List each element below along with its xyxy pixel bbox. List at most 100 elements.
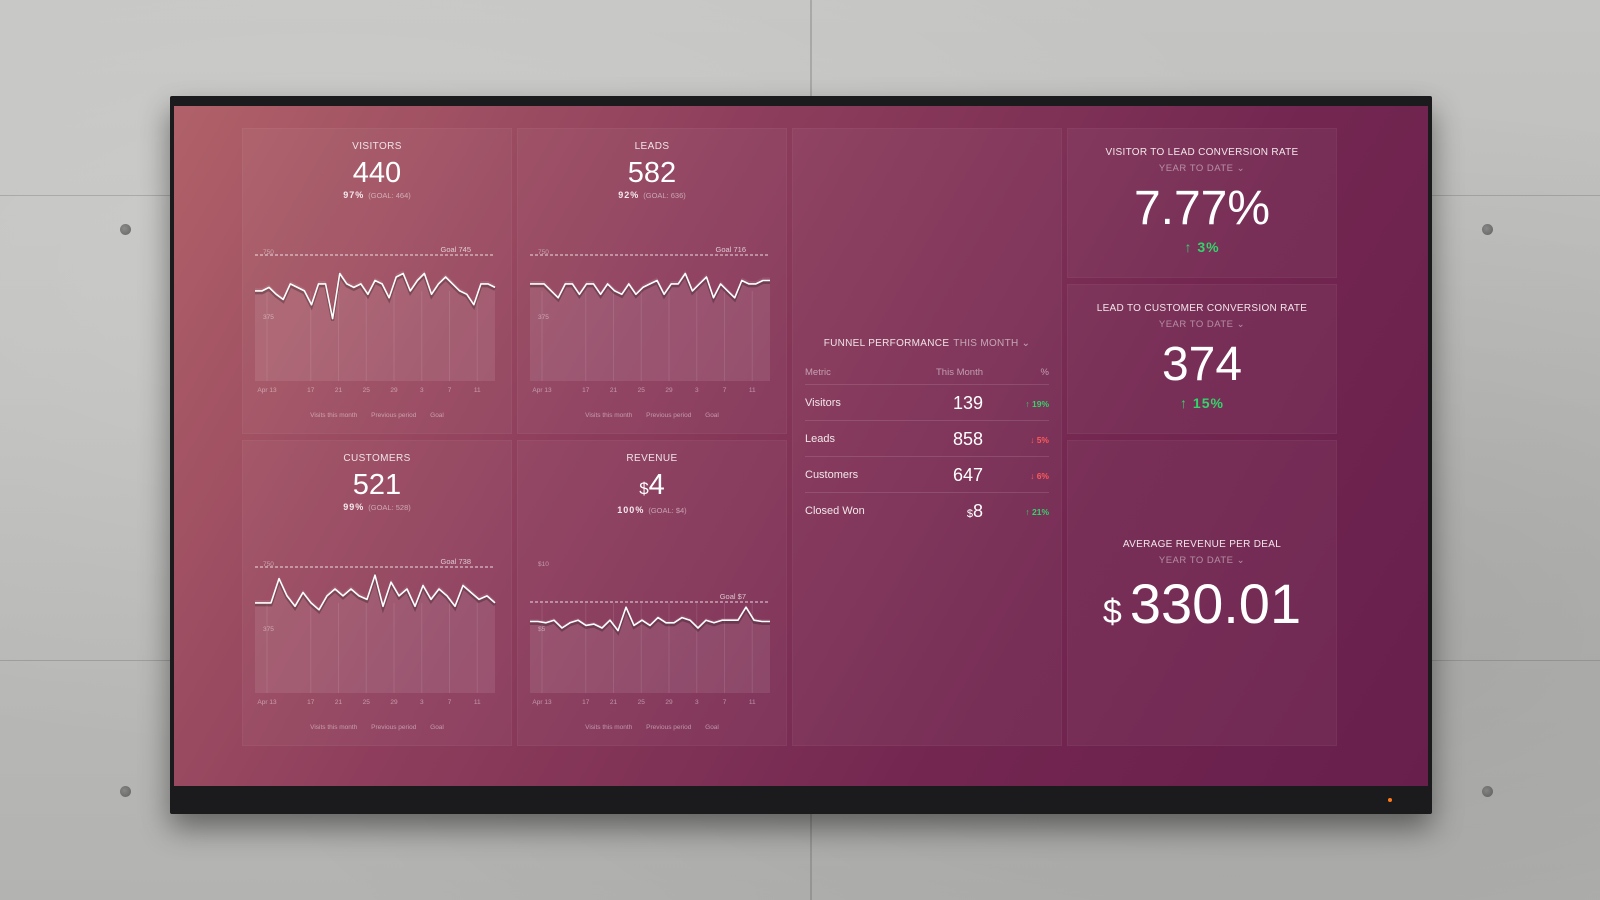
x-tick-label: 17 [307, 387, 315, 394]
series-line [255, 574, 496, 611]
series-line [530, 272, 770, 299]
revenue-currency: $ [639, 479, 649, 498]
row-value: 858 [952, 429, 983, 449]
x-tick-label: Apr 13 [532, 387, 552, 394]
visitors-sparkline: Apr 13 17 21 25 29 3 7 11 750 375 Goal 745 [255, 245, 496, 394]
arpd-title: AVERAGE REVENUE PER DEAL [1122, 539, 1282, 550]
customers-percent: 99% [343, 502, 365, 512]
l2c-change: ↑ 15% [1180, 395, 1224, 411]
row-value: 139 [952, 393, 983, 413]
wall-bolt [1482, 786, 1493, 797]
funnel-title: FUNNEL PERFORMANCE THIS MONTH ⌄ [793, 338, 1061, 349]
arpd-period-dropdown[interactable]: YEAR TO DATE ⌄ [1158, 555, 1246, 566]
x-tick-label: 11 [474, 699, 481, 706]
power-led [1388, 798, 1392, 802]
leads-goal-progress: 92% (GOAL: 636) [518, 190, 786, 200]
customers-tile[interactable]: CUSTOMERS 521 99% (GOAL: 528) Apr 13 17 21 2… [242, 440, 512, 746]
header-metric: Metric [805, 367, 831, 378]
table-row: Leads 858 ↓ 5% [805, 421, 1049, 457]
row-currency: $ [966, 508, 973, 520]
x-tick-label: 29 [390, 699, 398, 706]
x-tick-label: 3 [695, 387, 699, 394]
x-tick-label: 3 [695, 699, 699, 706]
funnel-performance-tile[interactable]: FUNNEL PERFORMANCE THIS MONTH ⌄ Metric Th… [792, 128, 1062, 746]
previous-period-area [255, 270, 495, 381]
table-row: Visitors 139 ↑ 19% [805, 385, 1049, 421]
funnel-period: THIS MONTH [953, 338, 1019, 349]
leads-sparkline: Apr 13 17 21 25 29 3 7 11 750 375 Goal 716 [530, 245, 770, 394]
x-tick-label: 11 [749, 699, 756, 706]
x-tick-label: 17 [582, 387, 590, 394]
series-line [530, 606, 770, 632]
funnel-title-text: FUNNEL PERFORMANCE [823, 338, 950, 349]
previous-period-area [255, 571, 495, 693]
visitors-goal-text: (GOAL: 464) [368, 191, 411, 200]
visitors-tile[interactable]: VISITORS 440 97% (GOAL: 464) Apr 13 17 21 25… [242, 128, 512, 434]
leads-tile[interactable]: LEADS 582 92% (GOAL: 636) Apr 13 17 21 25 29 3… [517, 128, 787, 434]
header-pct: % [1040, 367, 1049, 378]
arpd-value-wrap: $330.01 [1068, 571, 1336, 636]
average-revenue-tile[interactable]: AVERAGE REVENUE PER DEAL YEAR TO DATE ⌄ … [1067, 440, 1337, 746]
x-tick-label: 29 [390, 387, 398, 394]
leads-goal-text: (GOAL: 636) [643, 191, 686, 200]
customers-sparkline: Apr 13 17 21 25 29 3 7 11 750 375 Goal 738 [255, 557, 496, 706]
legend-prev: Previous period [646, 724, 692, 731]
lead-to-customer-tile[interactable]: LEAD TO CUSTOMER CONVERSION RATE YEAR TO… [1067, 284, 1337, 434]
y-tick-label: 375 [538, 314, 549, 321]
row-metric: Visitors [805, 397, 841, 409]
row-metric: Customers [805, 469, 859, 481]
x-tick-label: 7 [448, 387, 452, 394]
x-tick-label: 7 [723, 699, 727, 706]
y-tick-label: $5 [538, 626, 546, 633]
x-tick-label: 7 [448, 699, 452, 706]
row-value: 647 [952, 465, 983, 485]
x-tick-label: 21 [610, 387, 618, 394]
table-row: Closed Won $8 ↑ 21% [805, 493, 1049, 529]
revenue-value-wrap: $4 [518, 469, 786, 502]
revenue-percent: 100% [617, 505, 645, 515]
l2c-period-dropdown[interactable]: YEAR TO DATE ⌄ [1158, 319, 1246, 330]
customers-goal-text: (GOAL: 528) [368, 503, 411, 512]
revenue-goal-text: (GOAL: $4) [648, 506, 687, 515]
revenue-tile[interactable]: REVENUE $4 100% (GOAL: $4) Apr 13 17 21 25 29… [517, 440, 787, 746]
funnel-table: Metric This Month % Visitors 139 ↑ 19% L… [805, 361, 1049, 529]
legend-goal: Goal [705, 724, 719, 731]
row-value-wrap: $8 [967, 501, 983, 522]
row-metric: Leads [805, 433, 835, 445]
leads-percent: 92% [618, 190, 640, 200]
goal-label: Goal 716 [716, 245, 746, 254]
x-tick-label: 17 [582, 699, 590, 706]
legend-goal: Goal [430, 412, 444, 419]
chart-legend: Visits this month Previous period Goal [518, 724, 786, 731]
y-tick-label: $10 [538, 561, 549, 568]
row-change: ↑ 21% [1025, 507, 1049, 517]
legend-goal: Goal [705, 412, 719, 419]
series-line-shadow [530, 605, 770, 636]
series-line [255, 272, 496, 320]
v2l-period-dropdown[interactable]: YEAR TO DATE ⌄ [1158, 163, 1246, 174]
x-tick-label: 21 [610, 699, 618, 706]
y-tick-label: 375 [263, 314, 274, 321]
legend-this: Visits this month [310, 724, 358, 731]
goal-label: Goal 745 [441, 245, 471, 254]
visitor-to-lead-tile[interactable]: VISITOR TO LEAD CONVERSION RATE YEAR TO … [1067, 128, 1337, 278]
header-this-month: This Month [936, 367, 983, 378]
arpd-value: 330.01 [1129, 572, 1302, 635]
row-change: ↑ 19% [1025, 399, 1049, 409]
leads-title: LEADS [634, 141, 670, 152]
x-tick-label: 25 [638, 387, 646, 394]
customers-title: CUSTOMERS [343, 453, 411, 464]
customers-goal-progress: 99% (GOAL: 528) [243, 502, 511, 512]
y-tick-label: 750 [538, 249, 549, 256]
legend-prev: Previous period [646, 412, 692, 419]
l2c-title: LEAD TO CUSTOMER CONVERSION RATE [1096, 303, 1308, 314]
x-tick-label: 25 [363, 699, 371, 706]
visitors-title: VISITORS [352, 141, 402, 152]
funnel-period-dropdown[interactable]: THIS MONTH ⌄ [953, 338, 1030, 349]
visitors-goal-progress: 97% (GOAL: 464) [243, 190, 511, 200]
y-tick-label: 750 [263, 561, 274, 568]
funnel-table-header: Metric This Month % [805, 361, 1049, 385]
v2l-change: ↑ 3% [1184, 239, 1220, 255]
goal-label: Goal 738 [441, 557, 471, 566]
series-line-shadow [530, 272, 770, 304]
